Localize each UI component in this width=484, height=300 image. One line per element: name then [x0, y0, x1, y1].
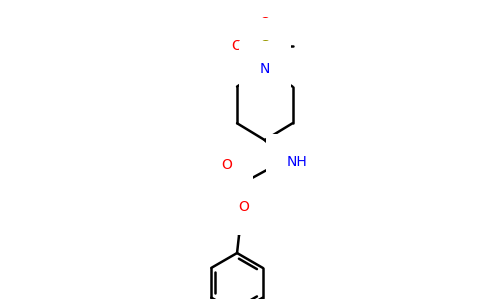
Text: O: O — [259, 16, 270, 30]
Text: NH: NH — [287, 155, 307, 169]
Text: O: O — [232, 39, 242, 53]
Text: N: N — [259, 62, 270, 76]
Text: O: O — [222, 158, 233, 172]
Text: O: O — [239, 200, 249, 214]
Text: S: S — [260, 39, 269, 53]
